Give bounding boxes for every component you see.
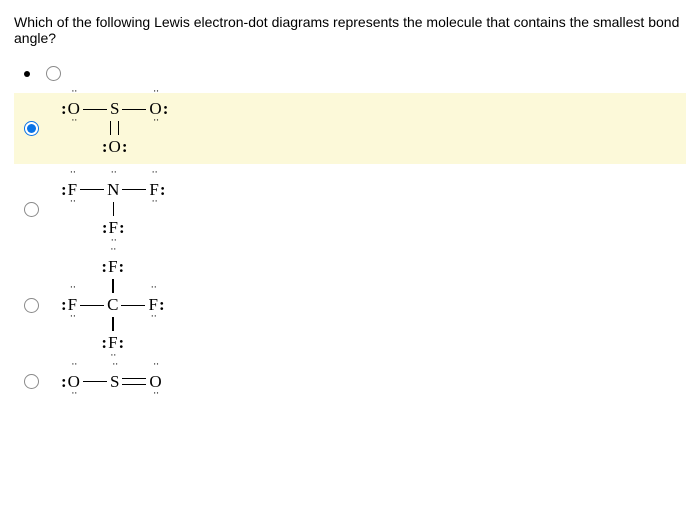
option-a xyxy=(24,60,686,87)
option-b[interactable]: :O S O: :O: xyxy=(14,93,686,164)
radio-c[interactable] xyxy=(24,202,39,217)
option-c[interactable]: :F N F: :F: xyxy=(24,174,686,245)
radio-d[interactable] xyxy=(24,298,39,313)
lewis-e: :O S O xyxy=(61,372,163,392)
option-e[interactable]: :O S O xyxy=(24,366,686,398)
lewis-c: :F N F: :F: xyxy=(61,180,166,239)
radio-e[interactable] xyxy=(24,374,39,389)
question-text: Which of the following Lewis electron-do… xyxy=(14,14,686,46)
bullet-icon xyxy=(24,71,30,77)
lewis-b: :O S O: :O: xyxy=(61,99,168,158)
radio-b[interactable] xyxy=(24,121,39,136)
option-d[interactable]: :F: :F C F: :F: xyxy=(24,251,686,360)
radio-a[interactable] xyxy=(46,66,61,81)
lewis-d: :F: :F C F: :F: xyxy=(61,257,165,354)
